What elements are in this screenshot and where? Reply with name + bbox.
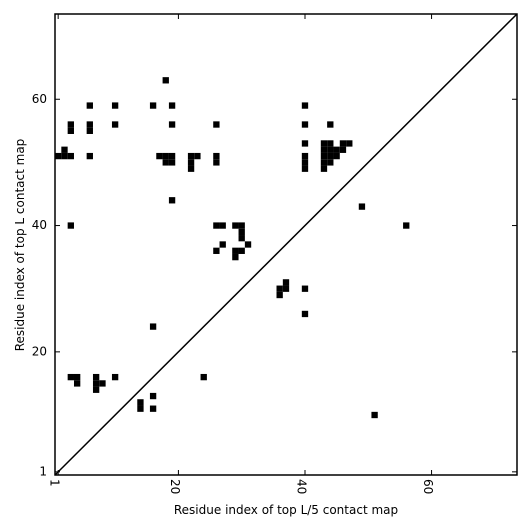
contact-point (232, 222, 239, 229)
contact-point (219, 241, 226, 248)
contact-point (86, 127, 93, 134)
contact-point (238, 222, 245, 229)
contact-point (213, 159, 220, 166)
contact-point (200, 373, 207, 381)
contact-point (301, 152, 309, 160)
contact-point (73, 373, 81, 381)
contact-point (238, 247, 245, 254)
contact-point (162, 152, 169, 160)
contact-point (219, 222, 226, 229)
y-tick-label: 1 (39, 464, 47, 478)
contact-point (213, 222, 220, 229)
contact-point (86, 121, 93, 128)
contact-point (111, 102, 119, 109)
contact-point (320, 146, 328, 153)
x-tick-label: 20 (168, 479, 182, 494)
contact-point (61, 152, 68, 160)
contact-point (67, 121, 74, 128)
contact-point (301, 140, 309, 147)
contact-point (276, 285, 283, 292)
diagonal-line (54, 13, 518, 476)
contact-point (320, 159, 328, 166)
contact-point (301, 102, 309, 109)
contact-point (92, 380, 100, 387)
contact-point (358, 203, 366, 210)
contact-point (92, 373, 100, 381)
contact-point (320, 165, 328, 172)
x-tick-label: 1 (48, 479, 62, 487)
contact-point (168, 102, 176, 109)
contact-point (333, 152, 340, 160)
contact-point (149, 392, 157, 400)
contact-point (99, 380, 106, 387)
contact-point (320, 140, 328, 147)
contact-point (301, 310, 309, 318)
contact-point (92, 386, 100, 393)
contact-point (244, 241, 252, 248)
contact-point (213, 247, 220, 254)
contact-point (232, 253, 239, 261)
contact-point (137, 405, 144, 412)
contact-point (301, 285, 309, 292)
contact-point (301, 159, 309, 166)
contact-point (187, 152, 195, 160)
contact-point (339, 146, 347, 153)
contact-point (320, 152, 328, 160)
contact-point (156, 152, 163, 160)
contact-point (111, 373, 119, 381)
x-tick-label: 40 (294, 479, 308, 494)
contact-point (73, 380, 81, 387)
contact-point (327, 152, 334, 160)
x-axis-label: Residue index of top L/5 contact map (174, 503, 398, 517)
contact-point (187, 159, 195, 166)
contact-point (67, 222, 74, 229)
contact-point (282, 279, 290, 286)
contact-point (238, 235, 245, 242)
contact-point (238, 228, 245, 236)
contact-point (327, 121, 334, 128)
contact-point (168, 159, 176, 166)
contact-point (346, 140, 353, 147)
contact-point (67, 152, 74, 160)
y-axis-label: Residue index of top L contact map (13, 139, 27, 352)
contact-point (168, 197, 176, 204)
contact-point (149, 102, 157, 109)
contact-point (168, 121, 176, 128)
contact-point (213, 152, 220, 160)
contact-point (194, 152, 201, 160)
contact-point (149, 323, 157, 330)
contact-point (276, 291, 283, 299)
contact-point (403, 222, 410, 229)
contact-point (371, 411, 378, 419)
contact-point (333, 146, 340, 153)
contact-point (327, 140, 334, 147)
contact-point (111, 121, 119, 128)
x-tick-label: 60 (421, 479, 435, 494)
contact-point (86, 102, 93, 109)
y-tick-label: 60 (32, 92, 47, 106)
contact-point (86, 152, 93, 160)
contact-point (339, 140, 347, 147)
contact-point (232, 247, 239, 254)
contact-point (327, 159, 334, 166)
contact-point (187, 165, 195, 172)
contact-point (301, 165, 309, 172)
y-tick-label: 20 (32, 344, 47, 358)
contact-point (137, 399, 144, 406)
plot-frame (54, 13, 518, 476)
y-tick-label: 40 (32, 218, 47, 232)
contact-point (67, 373, 74, 381)
contact-point (61, 146, 68, 153)
contact-point (149, 405, 157, 412)
contact-point (168, 152, 176, 160)
contact-point (282, 285, 290, 292)
contact-point (67, 127, 74, 134)
contact-point (55, 152, 62, 160)
contact-point (213, 121, 220, 128)
contact-point (162, 159, 169, 166)
contact-point (301, 121, 309, 128)
contact-point (327, 146, 334, 153)
contact-point (162, 77, 169, 84)
